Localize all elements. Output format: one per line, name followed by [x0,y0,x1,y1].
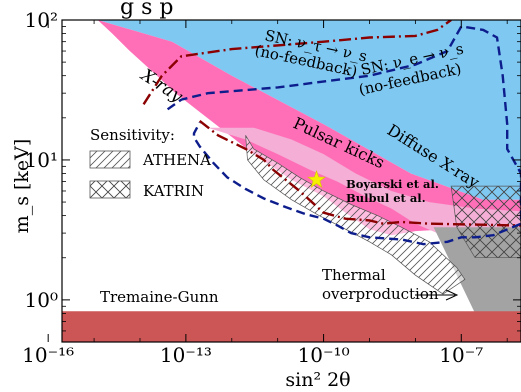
sensitivity-athena [245,135,466,295]
y-tick-label: 10⁰ [25,288,58,312]
label-thermal: Thermal [322,266,386,284]
line-pulsar-kicks-boundary [198,119,521,227]
legend-swatch-athena [89,150,131,169]
x-tick-label: 10⁻¹⁶ [22,343,74,367]
y-tick-label: 10¹ [25,148,58,172]
sensitivity-katrin [450,185,521,259]
legend-swatch-katrin [89,180,131,199]
legend-label-athena: ATHENA [142,151,211,169]
legend-title: Sensitivity: [90,126,175,144]
line-sn-e-s-no-feedback [166,25,521,246]
x-tick-label: 10⁻⁷ [439,343,483,367]
star-marker [307,169,326,188]
label-overproduction: overproduction [322,285,439,303]
title-fragment: g s p [120,0,173,20]
y-tick-label: 10² [25,8,58,32]
line-sn-s-no-feedback [142,20,452,105]
region-x-ray [97,20,521,236]
label-tremaine-gunn: Tremaine-Gunn [100,288,219,306]
x-axis-title: sin² 2θ [285,369,350,391]
plot-frame [61,19,521,343]
x-tick-label: 10⁻¹³ [160,343,212,367]
thermal-arrow-head [445,289,459,301]
region-tremaine-gunn [62,311,521,342]
label-bulbul: Bulbul et al. [346,191,426,205]
label-boyarski: Boyarski et al. [346,177,439,191]
legend-label-katrin: KATRIN [143,182,204,200]
y-axis-title: m_s [keV] [11,139,33,234]
x-tick-label: 10⁻¹⁰ [298,343,350,367]
legend: Sensitivity: ATHENA KATRIN [89,126,211,200]
